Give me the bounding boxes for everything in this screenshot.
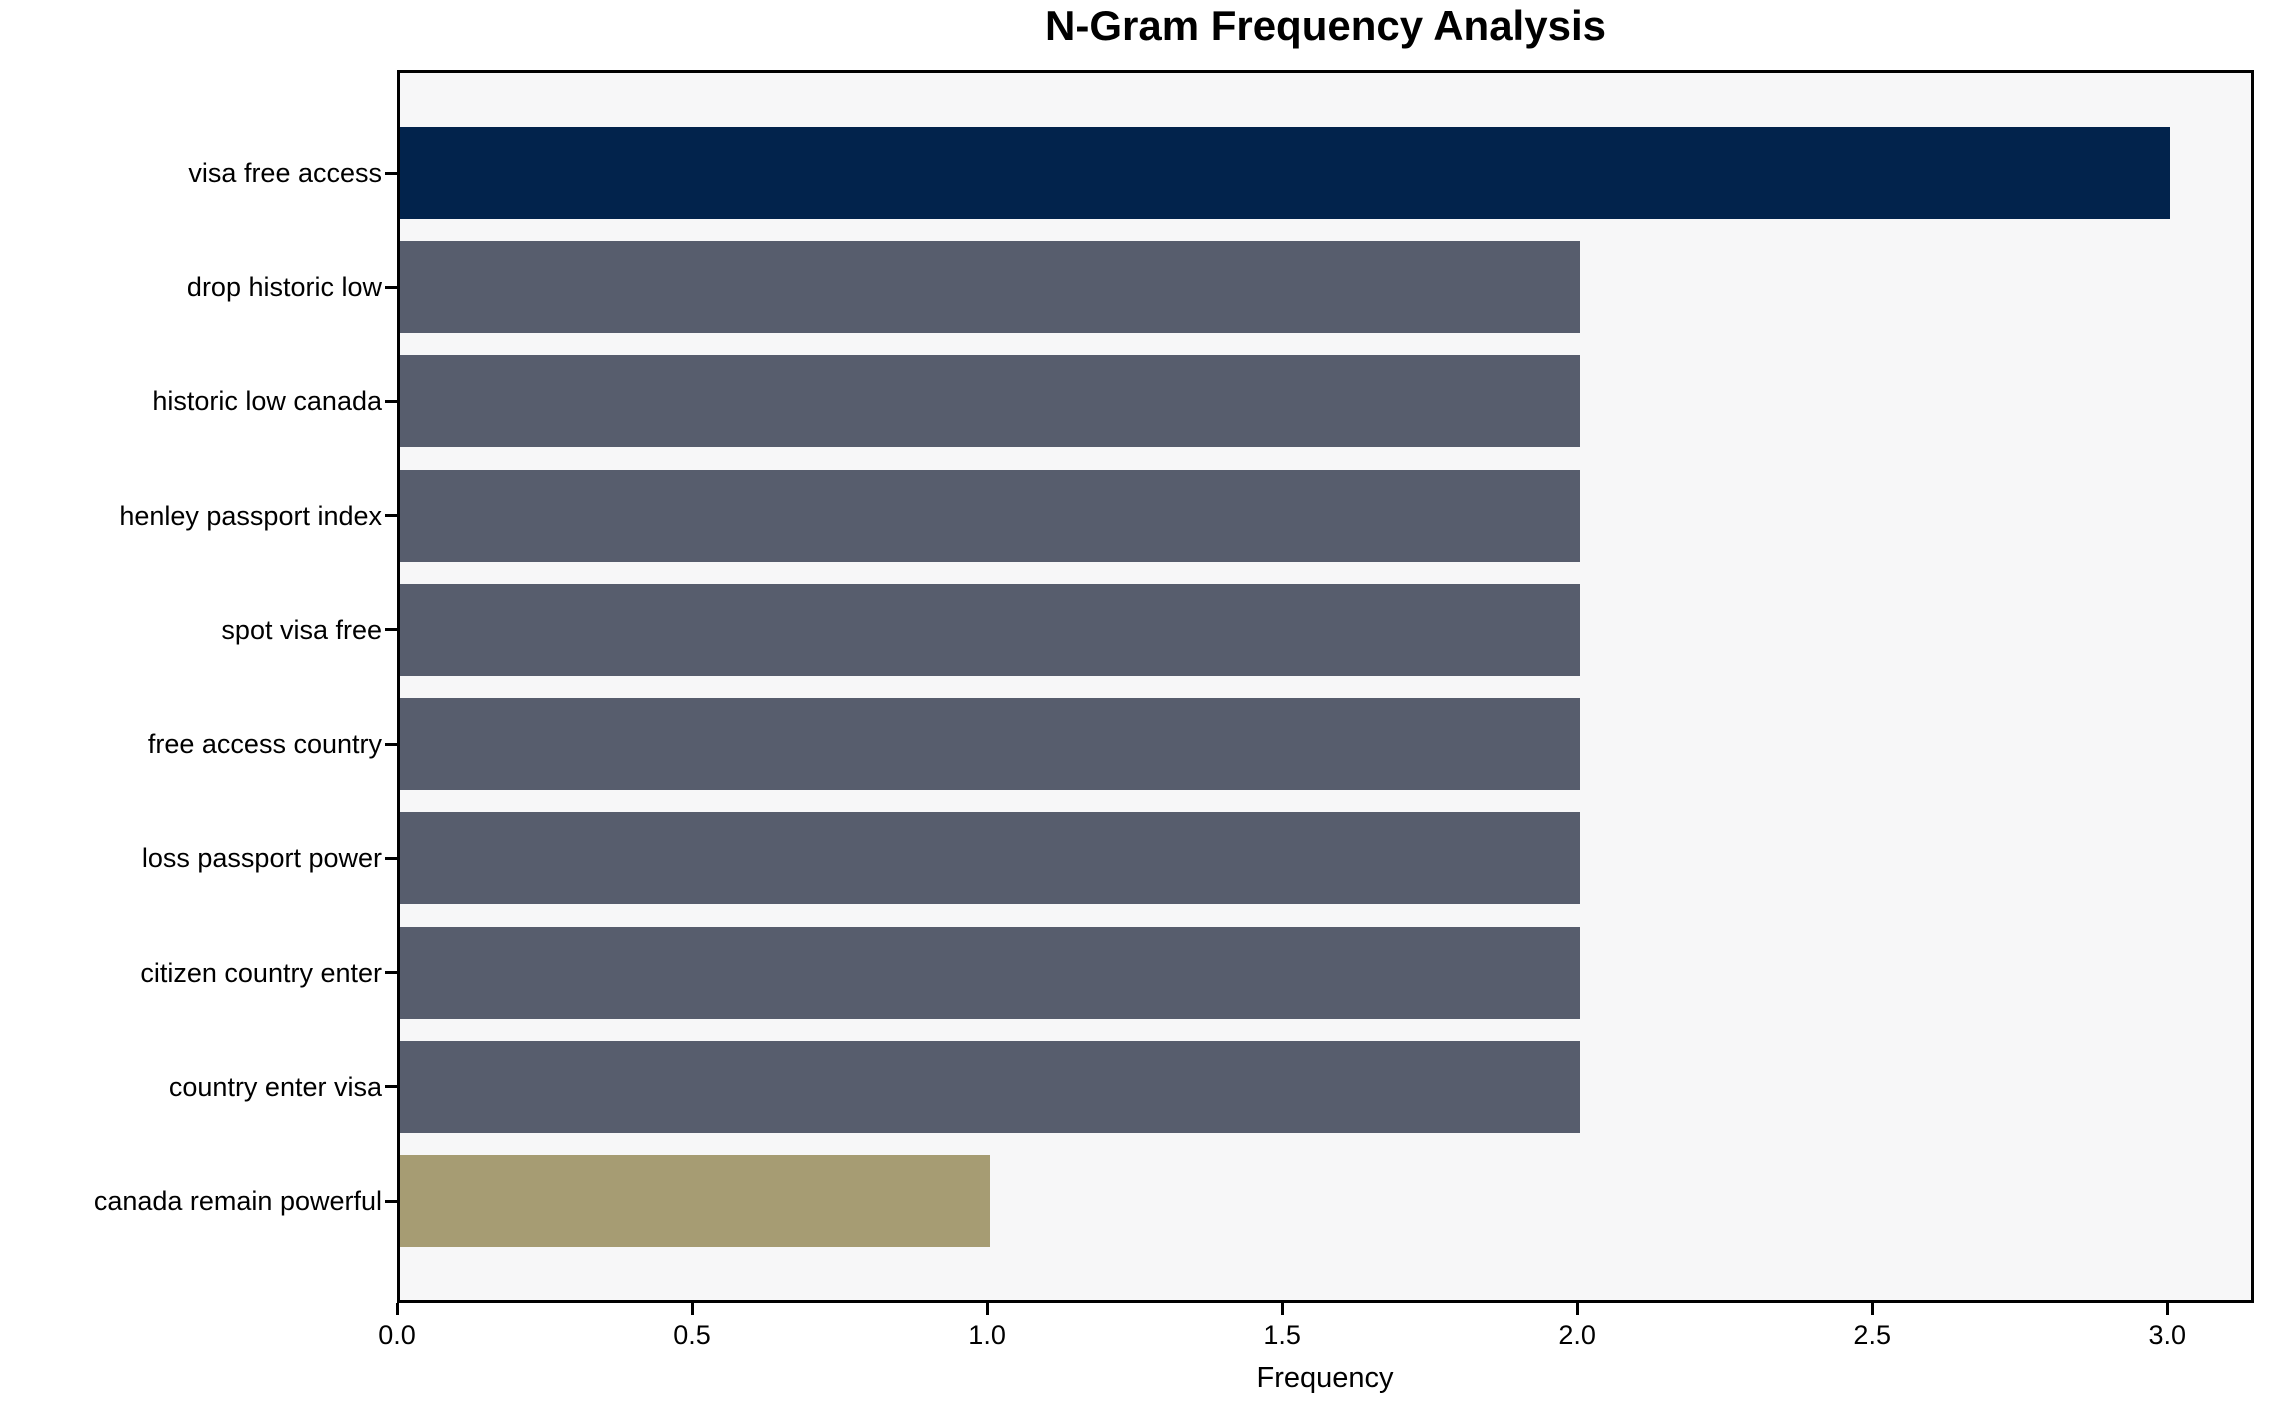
x-tick-mark (1280, 1303, 1284, 1315)
y-tick-mark (385, 285, 397, 289)
x-tick-mark (1575, 1303, 1579, 1315)
x-tick-label: 0.0 (378, 1320, 416, 1350)
x-axis-title: Frequency (1256, 1362, 1394, 1394)
y-tick-label: canada remain powerful (93, 1186, 382, 1216)
x-tick-label: 1.0 (968, 1320, 1006, 1350)
x-tick-label: 3.0 (2148, 1320, 2187, 1350)
bar (400, 469, 1580, 562)
y-tick-mark (385, 628, 397, 632)
bar (400, 127, 2170, 219)
y-tick-label: henley passport index (119, 500, 382, 531)
y-tick-label: country enter visa (168, 1071, 382, 1102)
y-tick-label: drop historic low (186, 272, 382, 303)
y-tick-mark (385, 171, 397, 175)
y-tick-label: loss passport power (141, 843, 382, 874)
y-tick-mark (385, 856, 397, 860)
bar (400, 241, 1580, 334)
y-tick-mark (385, 742, 397, 746)
bar (400, 926, 1580, 1019)
x-tick-mark (2165, 1303, 2169, 1315)
x-tick-mark (395, 1303, 399, 1315)
y-tick-mark (385, 971, 397, 975)
x-tick-mark (690, 1303, 694, 1315)
bar (400, 355, 1580, 448)
bar (400, 698, 1580, 791)
bar (400, 583, 1580, 676)
y-tick-label: free access country (147, 729, 382, 760)
x-tick-label: 2.5 (1853, 1320, 1891, 1350)
bar (400, 1155, 990, 1247)
y-tick-mark (385, 399, 397, 403)
bar (400, 1040, 1580, 1133)
x-tick-label: 1.5 (1263, 1320, 1301, 1350)
x-tick-label: 2.0 (1558, 1320, 1596, 1350)
x-tick-mark (985, 1303, 989, 1315)
y-tick-label: citizen country enter (140, 957, 382, 988)
plot-area (397, 70, 2254, 1303)
y-tick-label: visa free access (188, 158, 382, 188)
x-tick-mark (1870, 1303, 1874, 1315)
y-tick-label: historic low canada (152, 386, 382, 417)
bar (400, 812, 1580, 905)
y-tick-mark (385, 514, 397, 518)
chart-title: N-Gram Frequency Analysis (1045, 2, 1606, 49)
y-tick-label: spot visa free (221, 614, 382, 645)
y-tick-mark (385, 1085, 397, 1089)
x-tick-label: 0.5 (673, 1320, 711, 1350)
y-tick-mark (385, 1199, 397, 1203)
